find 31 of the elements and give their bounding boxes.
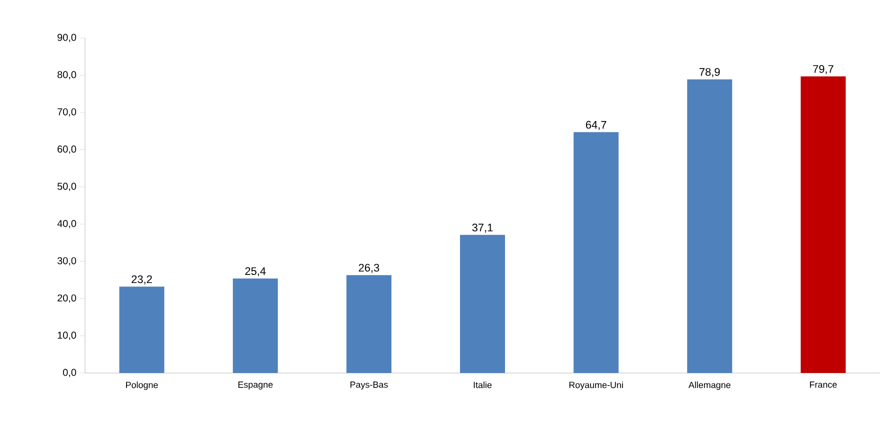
data-label: 26,3 — [358, 264, 380, 273]
data-label: 23,2 — [132, 275, 152, 284]
y-tick-label: 60,0 — [58, 146, 76, 154]
y-tick-label: 50,0 — [57, 182, 76, 192]
bar — [800, 76, 846, 373]
x-tick-label: Pologne — [126, 382, 158, 390]
x-tick-label: France — [810, 382, 837, 388]
data-label: 37,1 — [472, 224, 493, 233]
x-tick-label: Royaume-Uni — [569, 382, 623, 390]
y-tick-label: 20,0 — [58, 294, 76, 303]
x-tick-label: Espagne — [238, 382, 273, 390]
y-tick-label: 80,0 — [58, 71, 76, 80]
y-tick-label: 70,0 — [58, 108, 76, 117]
x-tick-label: Allemagne — [688, 382, 730, 390]
y-tick-label: 30,0 — [57, 257, 76, 266]
x-tick-label: Pays-Bas — [350, 382, 388, 390]
data-label: 25,4 — [245, 267, 266, 276]
data-label: 64,7 — [586, 120, 606, 130]
data-label: 78,9 — [700, 68, 720, 78]
y-tick-label: 10,0 — [58, 332, 76, 340]
y-tick-label: 90,0 — [58, 34, 76, 42]
y-tick-label: 40,0 — [57, 220, 76, 228]
bar — [687, 79, 732, 373]
bar — [119, 286, 164, 373]
bar — [346, 275, 392, 373]
bar — [574, 132, 619, 373]
y-tick-label: 0,0 — [63, 368, 76, 378]
bar — [460, 234, 506, 373]
bar — [232, 278, 278, 373]
data-label: 79,7 — [813, 65, 834, 74]
x-tick-label: Italie — [474, 382, 492, 388]
